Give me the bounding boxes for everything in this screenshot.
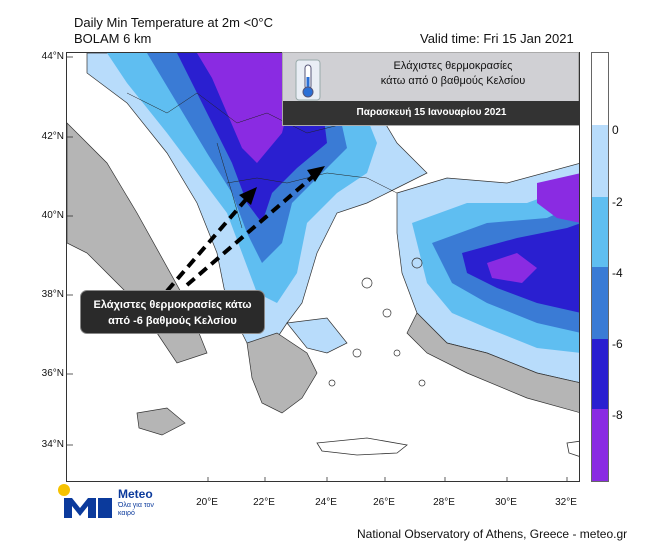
- legend-box: Ελάχιστες θερμοκρασίες κάτω από 0 βαθμού…: [282, 52, 580, 126]
- lat-label: 40°N: [41, 210, 64, 221]
- thermometer-icon: [295, 59, 321, 101]
- callout-line-1: Ελάχιστες θερμοκρασίες κάτω: [93, 299, 252, 311]
- model-name: BOLAM 6 km: [74, 31, 152, 46]
- colorbar-label: 0: [612, 123, 619, 137]
- lon-label: 20°E: [196, 497, 218, 508]
- lon-label: 24°E: [315, 497, 337, 508]
- lat-label: 38°N: [41, 289, 64, 300]
- callout-arrows: [165, 171, 319, 293]
- colorbar: [591, 52, 609, 482]
- colorbar-segment: [592, 267, 608, 339]
- colorbar-segment: [592, 53, 608, 125]
- callout-line-2: από -6 βαθμούς Κελσίου: [108, 315, 237, 327]
- legend-date: Παρασκευή 15 Ιανουαρίου 2021: [283, 101, 580, 125]
- map-title: Daily Min Temperature at 2m <0°C: [74, 15, 273, 30]
- colorbar-label: -6: [612, 337, 623, 351]
- colorbar-label: -8: [612, 408, 623, 422]
- logo-tagline: Όλα για τον καιρό: [118, 502, 154, 517]
- lat-label: 44°N: [41, 51, 64, 62]
- colorbar-label: -2: [612, 195, 623, 209]
- colorbar-segment: [592, 339, 608, 409]
- colorbar-segment: [592, 125, 608, 197]
- legend-line-1: Ελάχιστες θερμοκρασίες: [393, 60, 513, 72]
- colorbar-label: -4: [612, 266, 623, 280]
- lat-label: 34°N: [41, 439, 64, 450]
- lat-label: 36°N: [41, 368, 64, 379]
- lon-label: 28°E: [433, 497, 455, 508]
- footer-credit: National Observatory of Athens, Greece -…: [357, 527, 628, 541]
- legend-line-2: κάτω από 0 βαθμούς Κελσίου: [380, 75, 526, 87]
- colorbar-segment: [592, 409, 608, 481]
- valid-time: Valid time: Fri 15 Jan 2021: [420, 31, 574, 46]
- lon-label: 32°E: [555, 497, 577, 508]
- lon-label: 22°E: [253, 497, 275, 508]
- meteo-logo: [58, 484, 112, 518]
- logo-name: Meteo: [118, 487, 153, 501]
- callout-box: Ελάχιστες θερμοκρασίες κάτω από -6 βαθμο…: [80, 290, 265, 334]
- lon-label: 30°E: [495, 497, 517, 508]
- colorbar-segment: [592, 197, 608, 267]
- lat-label: 42°N: [41, 131, 64, 142]
- lon-label: 26°E: [373, 497, 395, 508]
